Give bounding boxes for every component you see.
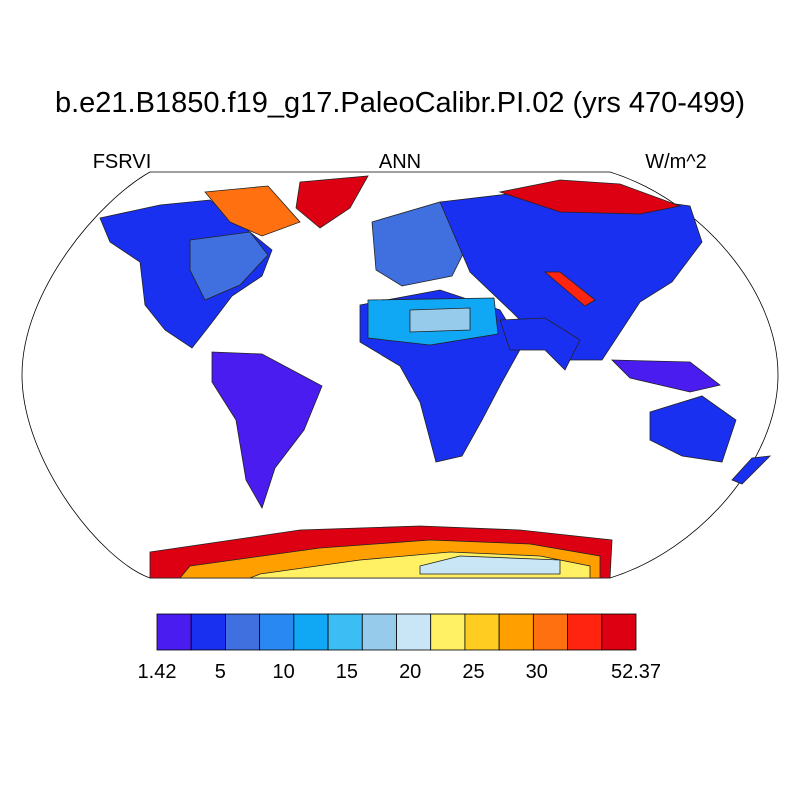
colorbar: 1.42 5 10 15 20 25 30 52.37 bbox=[138, 613, 661, 683]
greenland bbox=[295, 175, 369, 229]
colorbar-label: 1.42 bbox=[138, 661, 177, 683]
title: b.e21.B1850.f19_g17.PaleoCalibr.PI.02 (y… bbox=[55, 87, 745, 119]
colorbar-label: 10 bbox=[272, 661, 294, 683]
colorbar-label: 25 bbox=[462, 661, 484, 683]
tibet bbox=[543, 271, 596, 307]
colorbar-box bbox=[327, 613, 363, 651]
colorbar-label: 20 bbox=[399, 661, 421, 683]
new-zealand bbox=[731, 455, 772, 485]
north-america-east bbox=[189, 231, 269, 301]
australia bbox=[649, 395, 737, 463]
colorbar-label: 5 bbox=[215, 661, 226, 683]
colorbar-label: 15 bbox=[336, 661, 358, 683]
colorbar-box bbox=[430, 613, 466, 651]
map bbox=[21, 171, 779, 579]
colorbar-box bbox=[190, 613, 226, 651]
left-string: FSRVI bbox=[93, 151, 152, 173]
antarctica-plateau bbox=[419, 555, 561, 575]
right-string: W/m^2 bbox=[645, 151, 707, 173]
south-america bbox=[211, 351, 323, 509]
colorbar-box bbox=[567, 613, 603, 651]
siberia-north bbox=[498, 179, 682, 215]
colorbar-box bbox=[156, 613, 192, 651]
colorbar-box bbox=[225, 613, 261, 651]
colorbar-box bbox=[464, 613, 500, 651]
colorbar-box bbox=[293, 613, 329, 651]
sahara-center bbox=[409, 307, 471, 333]
indonesia bbox=[611, 359, 721, 393]
colorbar-box bbox=[498, 613, 534, 651]
canada-arctic bbox=[204, 185, 301, 237]
colorbar-label: 30 bbox=[526, 661, 548, 683]
colorbar-box bbox=[259, 613, 295, 651]
colorbar-box bbox=[361, 613, 397, 651]
colorbar-label: 52.37 bbox=[611, 661, 661, 683]
center-string: ANN bbox=[379, 151, 421, 173]
colorbar-box bbox=[601, 613, 637, 651]
colorbar-box bbox=[532, 613, 568, 651]
arabia-india bbox=[499, 317, 581, 371]
colorbar-box bbox=[396, 613, 432, 651]
